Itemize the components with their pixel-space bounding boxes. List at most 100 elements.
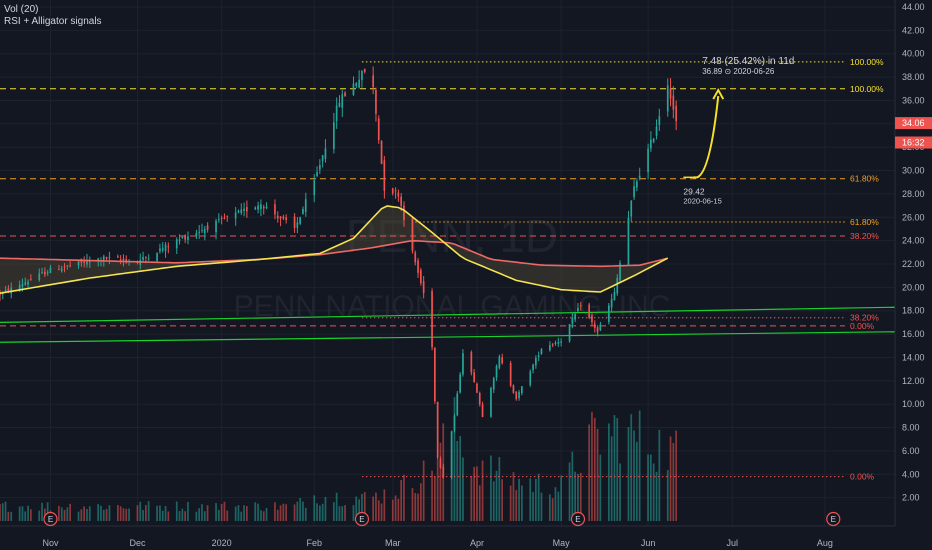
earnings-label: E <box>48 515 53 524</box>
volume-bar <box>178 511 181 521</box>
candle-body <box>535 358 537 366</box>
x-tick-label: Dec <box>129 538 146 548</box>
volume-bar <box>145 505 147 521</box>
candle-body <box>400 196 402 206</box>
volume-bar <box>372 496 374 521</box>
y-tick-label: 26.00 <box>902 212 925 222</box>
candle-body <box>608 305 610 322</box>
volume-bar <box>63 510 66 521</box>
time-axis: Nov Dec 2020 Feb Mar Apr May Jun Jul Aug <box>0 525 932 550</box>
volume-bar <box>591 411 593 521</box>
candle-body <box>420 270 422 284</box>
candle-body <box>257 205 259 210</box>
candle-body <box>240 209 243 213</box>
earnings-marker-icon[interactable]: E <box>570 511 586 527</box>
candle-body <box>122 258 125 261</box>
earnings-label: E <box>831 515 836 524</box>
candle-body <box>633 186 635 198</box>
volume-bars <box>0 397 677 521</box>
candle-body <box>403 205 405 221</box>
candle-body <box>498 356 501 368</box>
volume-bar <box>610 436 613 521</box>
candle-body <box>456 393 459 416</box>
candle-body <box>226 215 229 217</box>
volume-bar <box>352 505 355 521</box>
candle-body <box>630 200 633 217</box>
candle-body <box>501 357 503 364</box>
study-legend[interactable]: RSI + Alligator signals <box>4 16 102 27</box>
candle-body <box>636 181 638 188</box>
fib-label: 61.80% <box>850 217 879 227</box>
volume-bar <box>672 442 675 521</box>
volume-bar <box>453 397 456 521</box>
y-tick-label: 44.00 <box>902 2 925 12</box>
volume-bar <box>83 506 85 521</box>
volume-bar <box>568 462 571 521</box>
y-tick-label: 22.00 <box>902 259 925 269</box>
trendline-upper <box>0 306 896 324</box>
candle-body <box>299 217 301 224</box>
projection-change: 7.48 (25.42%) in 11d <box>702 56 794 67</box>
candle-body <box>411 218 414 251</box>
candle-body <box>518 391 520 398</box>
volume-bar <box>397 498 400 521</box>
candle-body <box>478 393 481 405</box>
earnings-marker-icon[interactable]: E <box>43 511 58 527</box>
volume-legend[interactable]: Vol (20) <box>4 4 39 15</box>
volume-bar <box>313 495 316 521</box>
volume-bar <box>60 507 63 521</box>
earnings-marker-icon[interactable]: E <box>354 511 370 527</box>
y-tick-label: 16.00 <box>902 329 925 339</box>
volume-bar <box>596 428 599 521</box>
candle-body <box>540 348 543 355</box>
candle-body <box>293 216 296 228</box>
volume-bar <box>102 509 105 521</box>
candle-body <box>551 344 554 346</box>
candle-body <box>495 366 498 378</box>
volume-bar <box>69 503 71 521</box>
candle-body <box>658 116 661 125</box>
volume-bar <box>215 503 217 521</box>
candle-body <box>21 284 24 287</box>
candle-body <box>613 291 616 301</box>
candle-body <box>316 172 318 176</box>
candle-body <box>44 271 46 275</box>
earnings-circle <box>570 511 586 527</box>
volume-bar <box>206 505 209 521</box>
volume-bar <box>203 511 206 521</box>
candle-body <box>60 268 63 272</box>
volume-bar <box>439 442 442 521</box>
volume-bar <box>599 454 602 521</box>
candle-body <box>333 122 335 149</box>
candle-body <box>509 363 512 386</box>
candle-body <box>223 217 226 219</box>
candle-body <box>164 244 167 252</box>
volume-bar <box>470 476 473 521</box>
volume-bar <box>577 473 579 521</box>
volume-bar <box>257 503 259 521</box>
candle-body <box>669 88 672 99</box>
candle-body <box>450 431 453 479</box>
volume-bar <box>246 506 248 521</box>
volume-bar <box>436 460 439 521</box>
volume-bar <box>403 474 405 521</box>
fib-label: 61.80% <box>850 174 879 184</box>
candle-body <box>262 206 265 209</box>
volume-bar <box>147 501 150 521</box>
candle-body <box>83 261 85 263</box>
candle-body <box>647 148 649 173</box>
volume-bar <box>557 491 560 521</box>
y-tick-label: 28.00 <box>902 189 925 199</box>
candle-body <box>666 85 669 112</box>
x-tick-label: Apr <box>470 538 484 548</box>
fib-label: 100.00% <box>850 84 884 94</box>
candle-body <box>459 374 461 393</box>
candle-body <box>512 385 515 393</box>
earnings-marker-icon[interactable]: E <box>826 511 841 527</box>
candle-body <box>571 317 574 324</box>
fib-label: 0.00% <box>850 472 875 482</box>
y-tick-label: 36.00 <box>902 95 925 105</box>
candle-body <box>279 216 282 219</box>
